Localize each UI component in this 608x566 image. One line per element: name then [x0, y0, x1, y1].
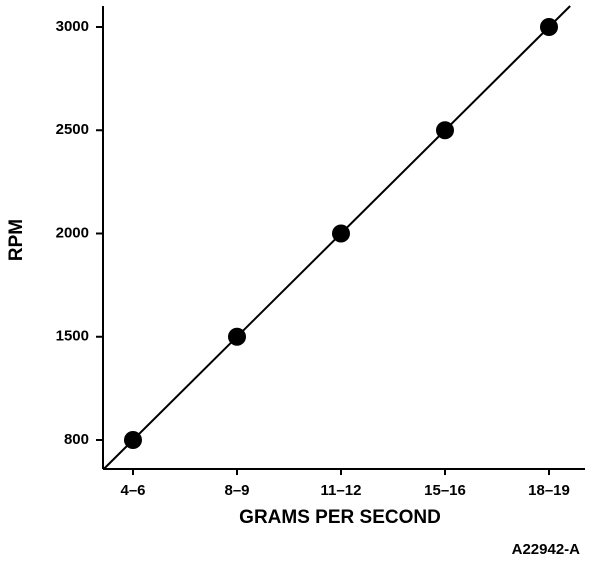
x-tick-label: 18–19: [528, 482, 570, 499]
data-point: [436, 121, 454, 140]
x-tick-label: 4–6: [120, 482, 145, 499]
x-axis-label: GRAMS PER SECOND: [239, 507, 441, 528]
y-tick-label: 1500: [56, 328, 89, 345]
y-tick-label: 2500: [56, 121, 89, 138]
data-point: [332, 224, 350, 243]
data-point: [228, 327, 246, 346]
y-tick-label: 2000: [56, 224, 89, 241]
x-tick-label: 15–16: [424, 482, 466, 499]
y-axis-label: RPM: [6, 219, 27, 261]
x-tick-label: 11–12: [321, 482, 362, 499]
x-tick-label: 8–9: [224, 482, 249, 499]
figure-id: A22942-A: [512, 541, 581, 558]
y-tick-label: 3000: [56, 18, 89, 35]
data-point: [540, 18, 558, 36]
y-tick-label: 800: [64, 431, 89, 448]
data-point: [124, 431, 142, 449]
